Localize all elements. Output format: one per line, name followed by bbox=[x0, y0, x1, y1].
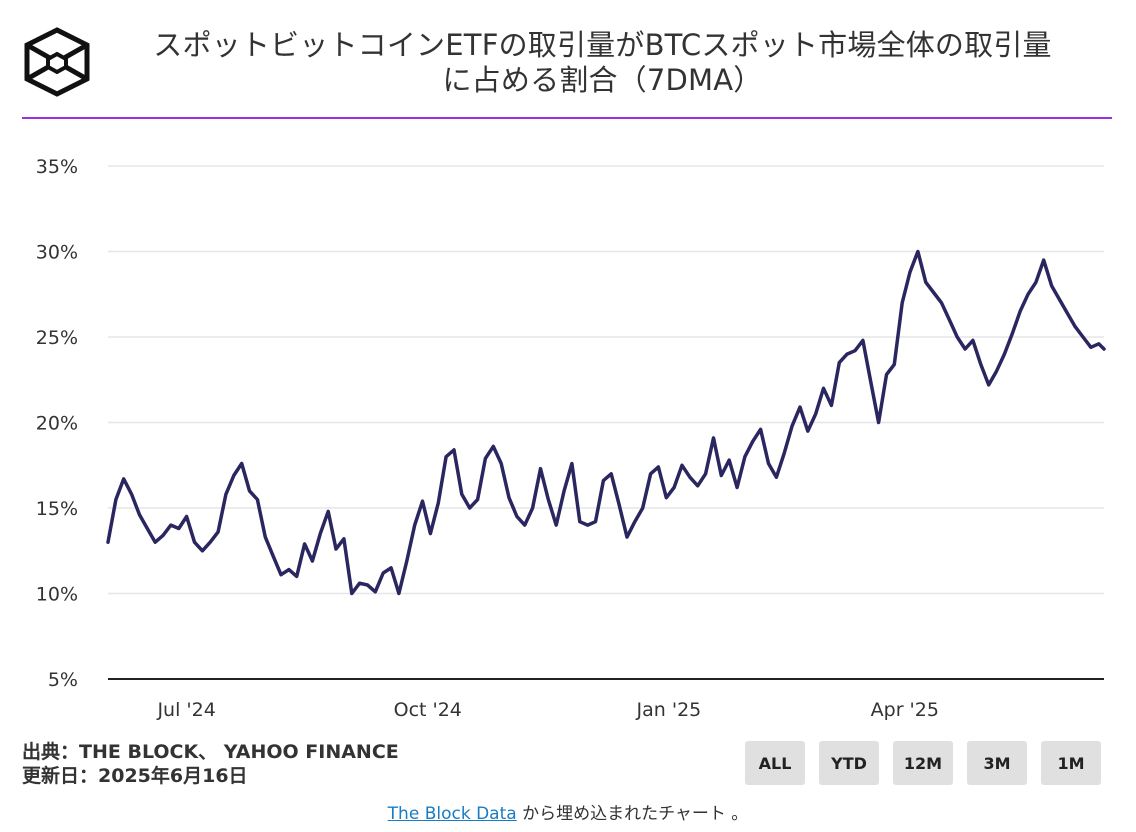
y-tick-label: 10% bbox=[36, 584, 78, 606]
chart-title: スポットビットコインETFの取引量がBTCスポット市場全体の取引量 に占める割合… bbox=[110, 28, 1095, 98]
series-line bbox=[106, 249, 1106, 596]
range-button-12m[interactable]: 12M bbox=[893, 741, 953, 785]
chart-title-line-1: スポットビットコインETFの取引量がBTCスポット市場全体の取引量 bbox=[153, 28, 1052, 62]
series-layer bbox=[106, 249, 1106, 596]
x-axis-tick-labels: Jul '24 Oct '24 Jan '25 Apr '25 bbox=[156, 699, 939, 721]
the-block-logo-icon bbox=[24, 27, 90, 97]
the-block-data-link[interactable]: The Block Data bbox=[387, 804, 517, 824]
range-button-group: ALL YTD 12M 3M 1M bbox=[745, 741, 1101, 785]
y-axis-tick-labels: 5% 10% 15% 20% 25% 30% 35% bbox=[36, 156, 78, 691]
y-tick-label: 30% bbox=[36, 242, 78, 264]
range-button-3m[interactable]: 3M bbox=[967, 741, 1027, 785]
chart-title-line-2: に占める割合（7DMA） bbox=[442, 63, 763, 97]
y-tick-label: 35% bbox=[36, 156, 78, 178]
y-tick-label: 25% bbox=[36, 327, 78, 349]
line-chart: 5% 10% 15% 20% 25% 30% 35% Jul '24 Oct '24 Jan '… bbox=[36, 156, 1106, 721]
x-tick-label: Oct '24 bbox=[394, 699, 462, 721]
source-text: 出典：THE BLOCK、 YAHOO FINANCE bbox=[22, 741, 399, 763]
x-tick-label: Apr '25 bbox=[871, 699, 939, 721]
embed-credit-suffix: から埋め込まれたチャート 。 bbox=[516, 804, 749, 824]
y-tick-label: 5% bbox=[48, 669, 78, 691]
embed-credit: The Block Data から埋め込まれたチャート 。 bbox=[0, 799, 1136, 824]
updated-date-text: 更新日：2025年6月16日 bbox=[22, 765, 248, 787]
x-tick-label: Jul '24 bbox=[156, 699, 215, 721]
range-button-all[interactable]: ALL bbox=[745, 741, 805, 785]
y-tick-label: 20% bbox=[36, 413, 78, 435]
chart-footer: 出典：THE BLOCK、 YAHOO FINANCE 更新日：2025年6月1… bbox=[22, 740, 399, 788]
range-button-1m[interactable]: 1M bbox=[1041, 741, 1101, 785]
y-tick-label: 15% bbox=[36, 498, 78, 520]
grid-lines bbox=[108, 165, 1104, 595]
range-button-ytd[interactable]: YTD bbox=[819, 741, 879, 785]
title-divider bbox=[22, 117, 1112, 119]
x-tick-label: Jan '25 bbox=[636, 699, 702, 721]
